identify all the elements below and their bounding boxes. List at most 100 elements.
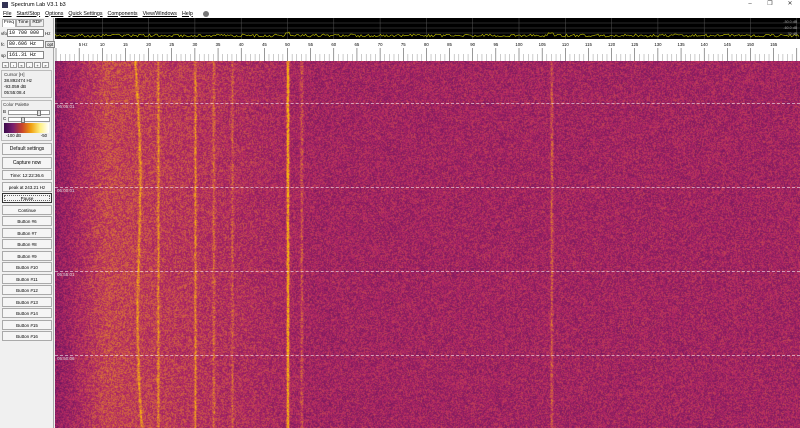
record-indicator-icon[interactable] — [203, 11, 209, 17]
time-marker-line — [55, 355, 800, 356]
axis-label: 70 — [378, 42, 383, 47]
axis-label: 125 — [631, 42, 639, 47]
brightness-slider-thumb[interactable] — [37, 110, 41, 116]
fc-input[interactable]: 80.606 Hz — [7, 40, 44, 48]
axis-label: 80 — [424, 42, 429, 47]
time-marker-line — [55, 187, 800, 188]
axis-label: 55 — [308, 42, 313, 47]
contrast-slider[interactable] — [8, 117, 50, 122]
color-palette-bar[interactable] — [4, 123, 49, 133]
color-palette-group: Color Palette B C -100 dB -50 — [1, 100, 52, 141]
palette-max-label: -50 — [41, 133, 47, 139]
vfo-input[interactable]: 10 700 000 — [7, 29, 44, 37]
axis-label: 65 — [355, 42, 360, 47]
vfo-unit: Hz — [45, 31, 51, 36]
menu-file[interactable]: File — [3, 11, 12, 17]
axis-label: 95 — [493, 42, 498, 47]
menu-options[interactable]: Options — [45, 11, 63, 17]
frequency-axis[interactable]: 5 Hz 10 15 20 25 30 35 40 45 50 55 60 65 70 75 80 85 90 95… — [55, 39, 800, 61]
axis-label: 10 — [100, 42, 105, 47]
menu-view-windows[interactable]: View/Windows — [143, 11, 177, 17]
brightness-slider[interactable] — [8, 110, 50, 115]
waterfall-display[interactable] — [55, 61, 800, 428]
contrast-slider-thumb[interactable] — [21, 117, 25, 123]
button-button-6[interactable]: Button #6 — [2, 216, 52, 226]
axis-label: 75 — [401, 42, 406, 47]
axis-label: 85 — [447, 42, 452, 47]
palette-min-label: -100 dB — [6, 133, 21, 139]
close-button[interactable]: ✕ — [780, 0, 800, 9]
menu-components[interactable]: Components — [108, 11, 138, 17]
button-button-13[interactable]: Button #13 — [2, 297, 52, 307]
button-button-11[interactable]: Button #11 — [2, 274, 52, 284]
contrast-label: C — [3, 116, 6, 122]
axis-label: 50 — [285, 42, 290, 47]
spectrum-graph[interactable]: -50.0 dB -60.0 dB -70 dB — [55, 18, 800, 39]
tab-freq[interactable]: Freq — [2, 19, 16, 27]
time-marker-label: 05:50:06 — [57, 356, 75, 361]
axis-label: 45 — [262, 42, 267, 47]
opt-button[interactable]: opt — [45, 41, 55, 48]
scroll-far-left-button[interactable]: « — [2, 62, 9, 68]
axis-label: 120 — [608, 42, 616, 47]
time-marker-line — [55, 103, 800, 104]
axis-label: 135 — [677, 42, 685, 47]
button-button-9[interactable]: Button #9 — [2, 251, 52, 261]
left-panel: Freq Time RDF vfo 10 700 000 Hz fc 80.606 H… — [0, 18, 54, 428]
db-label: -70 dB — [786, 32, 797, 36]
plus-button[interactable]: + — [34, 62, 41, 68]
window-title: Spectrum Lab V3.1 b3 — [11, 2, 66, 8]
axis-label: 100 — [515, 42, 523, 47]
time-marker-label: 06:00:01 — [57, 188, 75, 193]
button-button-10[interactable]: Button #10 — [2, 262, 52, 272]
scroll-left-button[interactable]: ‹ — [10, 62, 17, 68]
button-pause[interactable]: Pause — [2, 193, 52, 203]
axis-label: 90 — [470, 42, 475, 47]
color-palette-title: Color Palette — [3, 102, 50, 108]
maximize-button[interactable]: ❐ — [760, 0, 780, 9]
axis-label: 5 Hz — [79, 42, 88, 47]
button-button-16[interactable]: Button #16 — [2, 331, 52, 341]
button-button-14[interactable]: Button #14 — [2, 308, 52, 318]
cursor-group: Cursor [H] 38.892474 Hz -93.059 dB 05:55… — [1, 70, 52, 98]
axis-label: 20 — [146, 42, 151, 47]
db-label: -50.0 dB — [783, 20, 797, 24]
title-bar: Spectrum Lab V3.1 b3 – ❐ ✕ — [0, 0, 800, 9]
time-marker-label: 05:55:01 — [57, 272, 75, 277]
scroll-right-button[interactable]: » — [42, 62, 49, 68]
time-marker-line — [55, 271, 800, 272]
axis-label: 150 — [747, 42, 755, 47]
menu-start-stop[interactable]: Start/Stop — [17, 11, 41, 17]
axis-label: 25 — [169, 42, 174, 47]
tab-rdf[interactable]: RDF — [30, 19, 44, 27]
cursor-time: 05:55:08.4 — [4, 90, 49, 96]
menu-quick-settings[interactable]: Quick Settings — [68, 11, 102, 17]
app-icon — [2, 2, 8, 8]
button-button-8[interactable]: Button #8 — [2, 239, 52, 249]
tab-time[interactable]: Time — [16, 19, 30, 27]
button-time-12-22-36-6: Time: 12:22:36.6 — [2, 170, 52, 180]
minus-button[interactable]: - — [26, 62, 33, 68]
axis-label: 105 — [539, 42, 547, 47]
axis-label: 40 — [239, 42, 244, 47]
button-peak-at-243-21-hz: peak at 243.21 Hz — [2, 182, 52, 192]
minimize-button[interactable]: – — [740, 0, 760, 9]
button-continue[interactable]: Continue — [2, 205, 52, 215]
button-capture-now[interactable]: Capture now — [2, 157, 52, 169]
axis-label: 145 — [724, 42, 732, 47]
axis-label: 115 — [585, 42, 592, 47]
button-button-7[interactable]: Button #7 — [2, 228, 52, 238]
axis-label: 30 — [193, 42, 198, 47]
sp-input[interactable]: 161.31 Hz — [7, 51, 44, 59]
button-button-15[interactable]: Button #15 — [2, 320, 52, 330]
axis-label: 15 — [123, 42, 128, 47]
button-default-settings[interactable]: Default settings — [2, 143, 52, 155]
zoom-out-button[interactable]: « — [18, 62, 25, 68]
brightness-label: B — [3, 109, 6, 115]
axis-label: 130 — [654, 42, 662, 47]
button-button-12[interactable]: Button #12 — [2, 285, 52, 295]
axis-label: 140 — [701, 42, 709, 47]
menu-help[interactable]: Help — [182, 11, 193, 17]
axis-label: 110 — [562, 42, 569, 47]
time-marker-label: 06:05:01 — [57, 104, 75, 109]
